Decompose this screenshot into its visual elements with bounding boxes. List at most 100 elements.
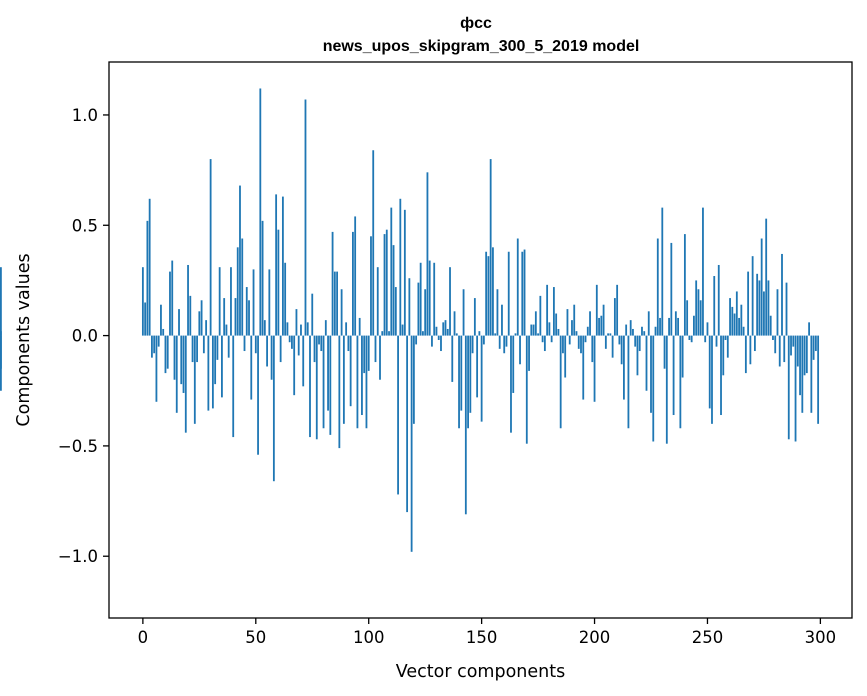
bar-component-55 (266, 335, 268, 367)
bar-component-151 (482, 335, 485, 345)
bar-component-254 (715, 335, 718, 347)
bar-component-241 (686, 300, 689, 336)
bar-component-71 (302, 335, 305, 387)
bar-component-218 (634, 335, 637, 347)
bar-component-118 (408, 278, 411, 336)
x-axis-label: Vector components (396, 662, 565, 682)
bar-component-7 (157, 335, 160, 347)
bar-component-146 (471, 335, 474, 354)
bar-component-50 (254, 335, 257, 354)
bar-component-66 (291, 335, 293, 349)
bar-component-47 (248, 300, 250, 336)
bar-component-236 (674, 311, 677, 336)
bar-component-244 (693, 315, 695, 336)
bar-component-110 (390, 207, 393, 336)
bar-component-77 (315, 335, 318, 440)
bar-component-237 (677, 317, 680, 336)
bar-component-248 (702, 207, 704, 336)
bar-component-184 (557, 328, 560, 336)
bar-component-260 (729, 298, 731, 336)
bar-component-81 (324, 320, 327, 336)
bar-component-142 (462, 289, 465, 336)
bar-component-262 (733, 313, 736, 336)
bar-component-180 (548, 322, 551, 336)
bar-component-227 (654, 326, 657, 336)
bar-component-127 (428, 260, 431, 336)
y-tick-label: −0.5 (58, 437, 98, 456)
bar-component-58 (272, 335, 275, 482)
bar-component-177 (541, 335, 544, 343)
bar-component-91 (347, 335, 350, 352)
bar-component-159 (501, 304, 503, 336)
bar-component-230 (661, 207, 664, 336)
bar-component-11 (166, 335, 169, 369)
bar-component-85 (333, 271, 336, 336)
bar-component-124 (422, 331, 424, 336)
bar-component-207 (609, 333, 612, 336)
bar-component-133 (442, 322, 445, 336)
bar-component-98 (363, 335, 366, 374)
bar-component-243 (690, 335, 693, 343)
x-axis-ticks: 0 50 100 150 200 250 300 (138, 618, 836, 647)
bar-component-73 (306, 322, 309, 336)
bar-component-266 (742, 326, 745, 336)
bar-component-278 (769, 315, 772, 336)
bar-component-203 (600, 315, 603, 336)
bar-component-93 (352, 231, 354, 336)
bar-component-16 (178, 309, 180, 336)
bar-component-48 (250, 335, 253, 400)
bar-component-271 (753, 335, 756, 352)
y-axis-ticks: −1.0 −0.5 0.0 0.5 1.0 (58, 106, 109, 566)
bar-component-210 (616, 284, 619, 336)
bar-component-276 (765, 218, 768, 336)
bar-component-65 (288, 335, 291, 343)
chart-title: фсс (460, 15, 492, 32)
bar-component-13 (171, 260, 174, 336)
bar-component-9 (162, 328, 165, 336)
bar-component-291 (799, 335, 801, 396)
bar-component-83 (329, 335, 332, 435)
bar-component-89 (342, 335, 345, 424)
bar-component-44 (241, 238, 244, 336)
plot-frame (108, 61, 853, 619)
bar-component-234 (670, 242, 673, 336)
bar-component-121 (415, 335, 418, 345)
bar-component-280 (774, 335, 777, 354)
bar-component-231 (663, 335, 666, 369)
y-tick-label: 0.0 (72, 327, 98, 346)
bar-component-245 (695, 280, 698, 336)
bar-component-132 (440, 335, 442, 352)
x-tick-label: 250 (692, 628, 724, 647)
bar-component-283 (781, 253, 783, 336)
bar-component-228 (656, 238, 659, 336)
bar-component-69 (297, 335, 300, 356)
bar-component-4 (151, 335, 153, 358)
bar-component-0 (141, 267, 144, 336)
bar-component-26 (200, 300, 203, 336)
bar-component-294 (805, 335, 808, 374)
bar-component-56 (268, 269, 271, 336)
bar-component-30 (209, 159, 212, 336)
bar-component-15 (175, 335, 178, 413)
bar-component-109 (388, 331, 390, 336)
bar-component-64 (286, 322, 289, 336)
bar-component-211 (618, 335, 621, 345)
bar-component-155 (492, 247, 494, 336)
bar-component-80 (322, 335, 325, 429)
bar-component-250 (706, 322, 709, 336)
bar-component-38 (227, 335, 230, 358)
bar-component-256 (720, 335, 722, 416)
x-tick-label: 50 (245, 628, 266, 647)
bar-component-175 (537, 333, 539, 336)
bar-component-74 (309, 335, 311, 438)
bar-component-172 (530, 324, 533, 336)
bar-component-76 (313, 335, 316, 363)
bar-component-122 (417, 282, 420, 336)
bar-component-156 (494, 333, 497, 336)
bar-component-20 (187, 264, 189, 336)
bar-component-258 (724, 335, 727, 340)
bar-component-102 (372, 150, 375, 336)
bar-component-263 (735, 291, 738, 336)
bar-component-51 (257, 335, 259, 455)
bar-component-253 (713, 276, 716, 336)
